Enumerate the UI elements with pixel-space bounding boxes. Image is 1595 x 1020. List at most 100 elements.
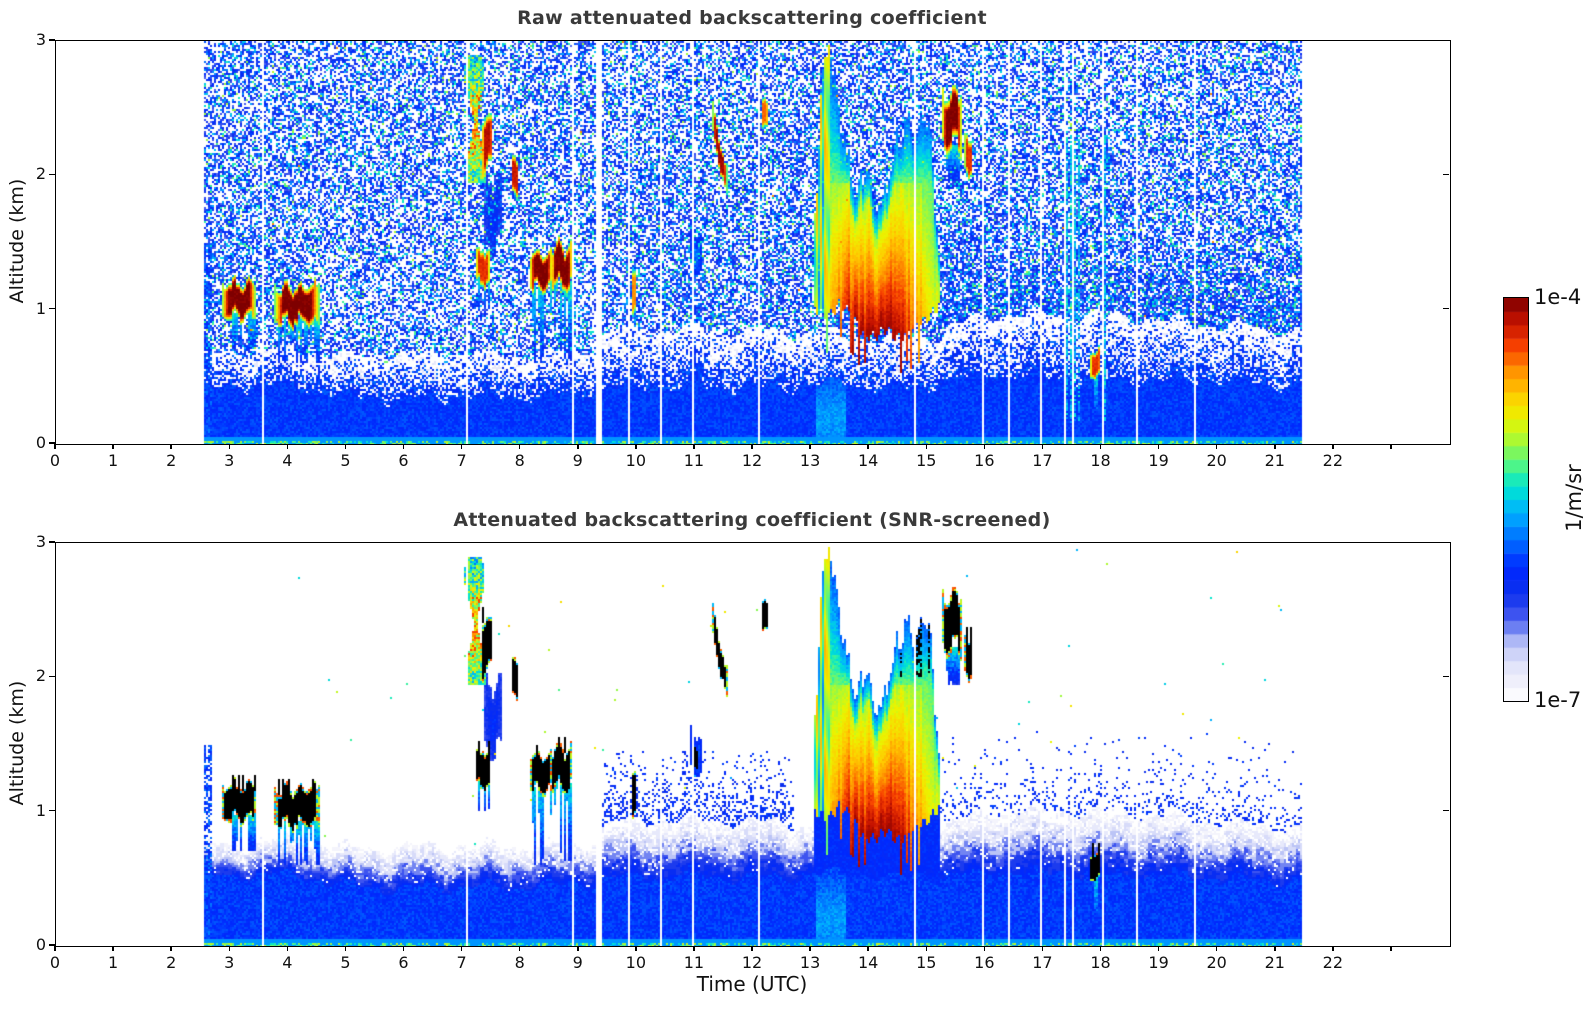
x-tick — [112, 444, 114, 449]
x-tick-label: 0 — [49, 953, 61, 972]
x-tick-label: 14 — [857, 451, 879, 470]
chart-title-screened: Attenuated backscattering coefficient (S… — [453, 509, 1051, 531]
x-tick — [1390, 444, 1392, 449]
x-tick — [751, 946, 753, 951]
y-tick-label: 0 — [35, 433, 46, 452]
panel-screened — [55, 542, 1451, 947]
x-tick — [693, 946, 695, 951]
x-tick — [1099, 946, 1102, 951]
x-tick — [170, 444, 172, 449]
x-tick-label: 16 — [974, 451, 995, 470]
x-tick — [867, 946, 869, 951]
x-tick — [518, 946, 521, 951]
x-tick-label: 13 — [799, 451, 821, 470]
x-tick-label: 12 — [741, 953, 763, 972]
x-tick-label: 18 — [1090, 953, 1111, 972]
colorbar-unit-label: 1/m/sr — [1562, 464, 1586, 532]
x-tick — [867, 444, 869, 449]
x-tick-label: 15 — [916, 953, 937, 972]
y-tick — [49, 809, 55, 812]
x-tick-label: 20 — [1206, 451, 1227, 470]
x-tick — [983, 444, 986, 449]
x-tick — [809, 946, 811, 951]
x-tick-label: 17 — [1032, 953, 1053, 972]
x-tick — [983, 946, 986, 951]
x-tick — [1041, 946, 1044, 951]
colorbar — [1503, 297, 1529, 702]
x-tick-label: 3 — [224, 953, 235, 972]
y-tick-right — [1443, 675, 1449, 678]
y-tick — [49, 675, 55, 678]
x-tick — [925, 444, 927, 449]
y-tick-label: 0 — [35, 935, 46, 954]
x-tick — [460, 444, 463, 449]
x-tick — [228, 946, 230, 951]
x-tick-label: 14 — [857, 953, 879, 972]
y-tick-right — [1443, 307, 1449, 310]
x-tick-label: 22 — [1322, 451, 1343, 470]
x-tick-label: 19 — [1148, 451, 1169, 470]
x-tick-label: 4 — [282, 953, 293, 972]
x-tick — [344, 946, 347, 951]
x-tick-label: 6 — [398, 451, 409, 470]
y-tick-right — [1443, 809, 1449, 812]
y-tick — [49, 541, 55, 543]
x-tick-label: 13 — [799, 953, 821, 972]
x-tick-label: 5 — [340, 953, 351, 972]
x-tick — [1157, 946, 1160, 951]
x-tick — [1332, 444, 1334, 449]
heatmap-canvas-screened — [56, 543, 1450, 946]
x-tick — [1390, 946, 1392, 951]
x-tick — [1274, 444, 1276, 449]
x-tick-label: 2 — [166, 953, 177, 972]
y-tick — [49, 173, 55, 176]
x-tick-label: 12 — [741, 451, 763, 470]
x-tick-label: 16 — [974, 953, 995, 972]
x-tick — [1215, 946, 1218, 951]
x-tick — [1332, 946, 1334, 951]
y-axis-label-top: Altitude (km) — [6, 178, 28, 304]
x-tick-label: 8 — [514, 953, 525, 972]
x-tick-label: 18 — [1090, 451, 1111, 470]
colorbar-min-label: 1e-7 — [1534, 688, 1582, 712]
x-tick — [577, 946, 579, 951]
x-tick-label: 15 — [916, 451, 937, 470]
x-tick — [228, 444, 230, 449]
x-tick — [635, 444, 637, 449]
x-tick — [1099, 444, 1102, 449]
y-tick — [49, 944, 55, 946]
y-tick — [49, 307, 55, 310]
y-tick-right — [1443, 173, 1449, 176]
x-tick — [344, 444, 347, 449]
colorbar-canvas — [1504, 298, 1528, 701]
x-tick — [112, 946, 114, 951]
x-tick — [751, 444, 753, 449]
x-tick-label: 5 — [340, 451, 351, 470]
y-tick-label: 2 — [35, 164, 46, 184]
x-tick-label: 1 — [107, 953, 119, 972]
y-tick-label: 1 — [35, 298, 46, 318]
panel-raw — [55, 40, 1451, 445]
x-tick-label: 21 — [1264, 953, 1285, 972]
x-tick-label: 17 — [1032, 451, 1053, 470]
x-tick-label: 9 — [572, 953, 583, 972]
x-tick-label: 21 — [1264, 451, 1285, 470]
x-tick-label: 20 — [1206, 953, 1227, 972]
y-tick — [49, 442, 55, 444]
x-tick — [1274, 946, 1276, 951]
x-tick-label: 8 — [514, 451, 525, 470]
x-tick — [635, 946, 637, 951]
x-tick-label: 2 — [166, 451, 177, 470]
y-tick — [49, 39, 55, 41]
x-tick-label: 9 — [572, 451, 583, 470]
x-tick-label: 6 — [398, 953, 409, 972]
x-tick — [170, 946, 172, 951]
x-tick — [925, 946, 927, 951]
heatmap-canvas-raw — [56, 41, 1450, 444]
x-tick — [1157, 444, 1160, 449]
x-tick — [54, 946, 56, 951]
x-tick — [577, 444, 579, 449]
x-tick — [1041, 444, 1044, 449]
x-tick-label: 11 — [683, 953, 705, 972]
x-axis-label: Time (UTC) — [696, 972, 808, 996]
